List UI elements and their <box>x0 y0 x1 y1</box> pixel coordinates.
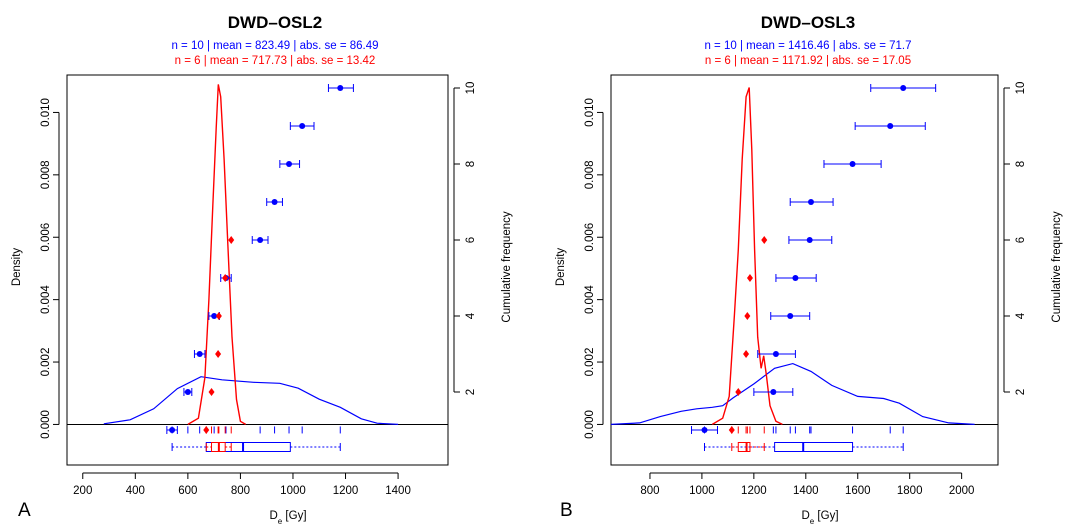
cum-tick-label: 2 <box>465 389 477 395</box>
red-point <box>743 350 750 358</box>
cum-tick-label: 10 <box>465 82 477 95</box>
blue-point <box>807 199 814 205</box>
red-point <box>215 350 222 358</box>
blue-point <box>337 85 344 91</box>
stats-blue: n = 10 | mean = 1416.46 | abs. se = 71.7 <box>704 40 911 52</box>
x-tick-label: 1400 <box>793 485 819 497</box>
blue-point <box>196 351 203 357</box>
x-tick-label: 1200 <box>741 485 767 497</box>
plot-frame <box>66 74 449 466</box>
density-curve-red <box>711 87 783 426</box>
y-axis-label-right: Cumulative frequency <box>1051 211 1063 322</box>
blue-point <box>257 237 264 243</box>
plot-frame <box>610 74 999 466</box>
cum-tick-label: 2 <box>1015 389 1027 395</box>
cum-tick-label: 8 <box>465 161 477 167</box>
x-tick-label: 1000 <box>689 485 715 497</box>
y-tick-label: 0.004 <box>584 285 596 314</box>
x-tick-label: 1200 <box>333 485 359 497</box>
cum-tick-label: 4 <box>465 312 477 319</box>
blue-point <box>271 199 278 205</box>
panel-a: DWD–OSL2 n = 10 | mean = 823.49 | abs. s… <box>11 13 513 525</box>
blue-point <box>286 161 293 167</box>
x-axis-label-rest: [Gy] <box>814 510 838 522</box>
stats-blue: n = 10 | mean = 823.49 | abs. se = 86.49 <box>171 40 378 52</box>
x-axis-label-sub: e <box>278 517 283 525</box>
x-tick-label: 1600 <box>845 485 871 497</box>
red-point <box>746 274 753 282</box>
red-point <box>744 312 751 320</box>
blue-point <box>849 161 856 167</box>
red-point <box>222 274 229 282</box>
red-point <box>203 426 210 434</box>
y-axis-label-left: Density <box>11 248 23 287</box>
blue-point <box>211 313 218 319</box>
density-curve-blue <box>103 376 399 425</box>
density-curve-blue <box>610 362 975 425</box>
stats-red: n = 6 | mean = 717.73 | abs. se = 13.42 <box>175 55 376 67</box>
blue-point <box>806 237 813 243</box>
red-point <box>735 388 742 396</box>
blue-point <box>299 123 306 129</box>
x-axis-label-main: D <box>801 510 809 522</box>
boxplot-red-box <box>737 442 751 452</box>
blue-point <box>792 275 799 281</box>
chart-title: DWD–OSL2 <box>228 13 322 32</box>
y-tick-label: 0.008 <box>40 160 52 189</box>
red-point <box>208 388 215 396</box>
red-point <box>761 236 768 244</box>
x-tick-label: 600 <box>178 485 197 497</box>
x-axis-label-main: D <box>269 510 277 522</box>
cum-tick-label: 8 <box>1015 161 1027 167</box>
cum-tick-label: 6 <box>1015 237 1027 243</box>
x-axis-label-rest: [Gy] <box>282 510 306 522</box>
blue-point <box>184 389 191 395</box>
boxplot-blue-box <box>774 442 854 452</box>
panel-b: DWD–OSL3 n = 10 | mean = 1416.46 | abs. … <box>555 13 1063 525</box>
y-tick-label: 0.000 <box>40 410 52 439</box>
y-tick-label: 0.000 <box>584 410 596 439</box>
blue-point <box>772 351 779 357</box>
chart-title: DWD–OSL3 <box>761 13 855 32</box>
cum-tick-label: 10 <box>1015 82 1027 95</box>
blue-point <box>787 313 794 319</box>
blue-point <box>887 123 894 129</box>
y-tick-label: 0.006 <box>584 223 596 252</box>
x-tick-label: 1000 <box>280 485 306 497</box>
x-tick-label: 200 <box>73 485 92 497</box>
blue-point <box>770 389 777 395</box>
y-tick-label: 0.002 <box>584 348 596 377</box>
blue-point <box>169 427 176 433</box>
x-tick-label: 800 <box>231 485 250 497</box>
x-axis-label-sub: e <box>810 517 815 525</box>
red-point <box>228 236 235 244</box>
panel-label: B <box>560 500 573 521</box>
y-tick-label: 0.010 <box>40 98 52 127</box>
stats-red: n = 6 | mean = 1171.92 | abs. se = 17.05 <box>705 55 911 67</box>
red-point <box>728 426 735 434</box>
x-tick-label: 400 <box>126 485 145 497</box>
y-axis-label-right: Cumulative frequency <box>501 211 513 322</box>
blue-point <box>900 85 907 91</box>
y-tick-label: 0.008 <box>584 160 596 189</box>
y-tick-label: 0.006 <box>40 223 52 252</box>
x-tick-label: 1400 <box>385 485 411 497</box>
x-tick-label: 1800 <box>897 485 923 497</box>
cum-tick-label: 4 <box>1015 312 1027 319</box>
blue-point <box>701 427 708 433</box>
y-tick-label: 0.002 <box>40 348 52 377</box>
y-axis-label-left: Density <box>555 248 567 287</box>
cum-tick-label: 6 <box>465 237 477 243</box>
x-tick-label: 800 <box>640 485 659 497</box>
red-point <box>215 312 222 320</box>
density-curve-red <box>187 84 247 426</box>
x-tick-label: 2000 <box>949 485 975 497</box>
y-tick-label: 0.010 <box>584 98 596 127</box>
panel-label: A <box>18 500 31 521</box>
y-tick-label: 0.004 <box>40 285 52 314</box>
x-axis-label: De [Gy] <box>269 510 306 525</box>
x-axis-label: De [Gy] <box>801 510 838 525</box>
